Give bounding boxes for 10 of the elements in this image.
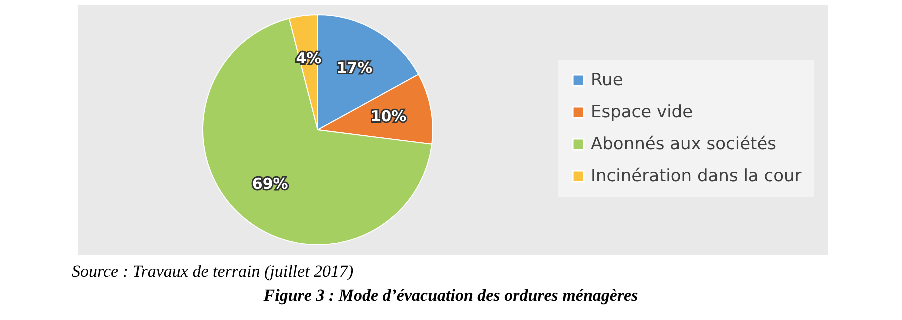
data-label: 10%	[370, 108, 407, 126]
legend-label: Espace vide	[591, 102, 694, 122]
legend-label: Rue	[591, 70, 624, 90]
legend-label: Abonnés aux sociétés	[591, 134, 777, 154]
pie-slice	[202, 18, 433, 246]
data-label: 17%	[336, 59, 373, 78]
data-label: 69%	[252, 175, 288, 194]
legend-label: Incinération dans la cour	[591, 166, 802, 186]
source-note: Source : Travaux de terrain (juillet 2017)	[72, 262, 354, 282]
text: Figure 3 : Mode d’évacuation des ordures ménagères	[262, 286, 640, 306]
